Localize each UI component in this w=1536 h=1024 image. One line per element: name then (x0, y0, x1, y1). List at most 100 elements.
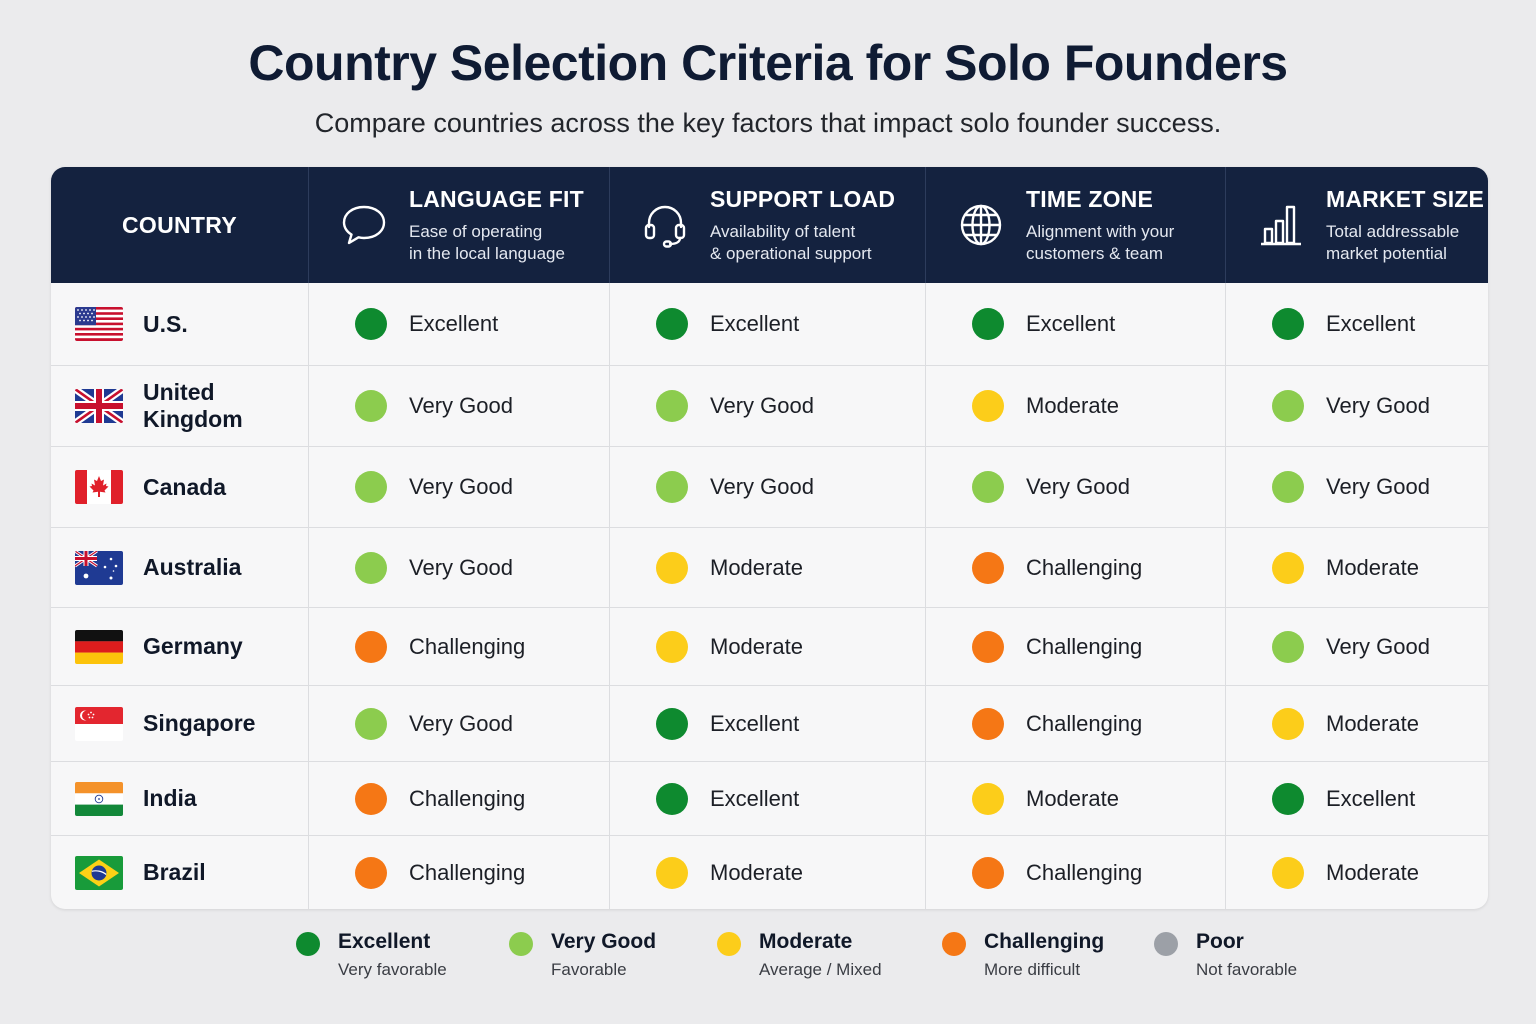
column-header-time-zone: TIME ZONE Alignment with your customers … (926, 167, 1226, 283)
legend-dot (942, 932, 966, 956)
rating-label: Moderate (1026, 393, 1119, 418)
rating-cell: Challenging (926, 686, 1226, 761)
canada-flag-icon (75, 470, 123, 504)
rating-dot-excellent (656, 308, 688, 340)
rating-dot-excellent (355, 308, 387, 340)
brazil-flag-icon (75, 855, 123, 890)
legend-dot (1154, 932, 1178, 956)
country-cell: Canada (51, 447, 309, 527)
rating-dot-excellent (1272, 782, 1304, 815)
table-row: United Kingdom Very Good Very Good Moderate… (51, 365, 1488, 446)
us-flag-icon (75, 307, 123, 341)
rating-dot-challenging (355, 630, 387, 663)
rating-cell: Very Good (309, 447, 610, 527)
column-description: Availability of talent (710, 221, 856, 241)
column-title: MARKET SIZE (1326, 185, 1485, 212)
rating-dot-challenging (355, 782, 387, 815)
globe-icon (956, 200, 1006, 250)
australia-flag-icon (75, 550, 123, 585)
legend-label: Poor (1196, 930, 1244, 953)
rating-dot-moderate (656, 551, 688, 584)
legend-description: Very favorable (338, 960, 447, 979)
rating-cell: Very Good (1226, 447, 1488, 527)
country-name: India (143, 785, 197, 811)
singapore-flag-icon (75, 706, 123, 741)
column-title: TIME ZONE (1026, 185, 1154, 212)
table-row: Brazil Challenging Moderate Challenging Mode… (51, 835, 1488, 909)
headset-icon (640, 200, 690, 250)
legend-dot (509, 932, 533, 956)
rating-label: Very Good (1326, 393, 1430, 418)
rating-cell: Excellent (610, 686, 926, 761)
rating-dot-excellent (1272, 308, 1304, 340)
rating-cell: Very Good (610, 447, 926, 527)
rating-label: Very Good (1026, 474, 1130, 499)
rating-label: Moderate (710, 859, 803, 885)
country-cell: Singapore (51, 686, 309, 761)
column-title: SUPPORT LOAD (710, 185, 896, 212)
rating-dot-very-good (355, 707, 387, 740)
rating-cell: Very Good (1226, 366, 1488, 446)
column-header-country-label: COUNTRY (122, 211, 237, 238)
rating-label: Challenging (1026, 633, 1143, 659)
country-cell: Australia (51, 528, 309, 607)
rating-dot-very-good (1272, 390, 1304, 422)
rating-dot-moderate (656, 630, 688, 663)
rating-dot-very-good (355, 471, 387, 503)
legend-item-moderate: Moderate Average / Mixed (717, 930, 882, 980)
rating-label: Moderate (710, 554, 803, 580)
rating-label: Moderate (1026, 785, 1119, 811)
rating-dot-moderate (972, 782, 1004, 815)
rating-dot-moderate (656, 856, 688, 889)
comparison-table: COUNTRY LANGUAGE FIT Ease of operating i… (51, 167, 1488, 909)
country-cell: Germany (51, 608, 309, 685)
rating-cell: Very Good (610, 366, 926, 446)
rating-cell: Challenging (926, 836, 1226, 909)
legend-description: Not favorable (1196, 960, 1298, 979)
rating-label: Excellent (710, 311, 800, 336)
rating-cell: Challenging (926, 528, 1226, 607)
rating-cell: Very Good (309, 686, 610, 761)
rating-dot-very-good (355, 390, 387, 422)
country-cell: United Kingdom (51, 366, 309, 446)
rating-dot-very-good (1272, 471, 1304, 503)
speech-bubble-icon (339, 200, 389, 250)
page-title: Country Selection Criteria for Solo Foun… (248, 35, 1288, 91)
table-row: Canada Very Good Very Good Very Good Very Go… (51, 446, 1488, 527)
rating-cell: Very Good (309, 528, 610, 607)
rating-label: Challenging (409, 785, 526, 811)
column-header-language-fit: LANGUAGE FIT Ease of operating in the lo… (309, 167, 610, 283)
rating-dot-very-good (972, 471, 1004, 503)
rating-cell: Excellent (309, 283, 610, 365)
rating-cell: Challenging (309, 762, 610, 835)
country-name: Singapore (143, 710, 256, 736)
rating-cell: Challenging (309, 608, 610, 685)
country-cell: India (51, 762, 309, 835)
rating-label: Challenging (409, 859, 526, 885)
column-header-support-load: SUPPORT LOAD Availability of talent & op… (610, 167, 926, 283)
legend-item-excellent: Excellent Very favorable (296, 930, 447, 980)
rating-cell: Moderate (1226, 836, 1488, 909)
legend-description: More difficult (984, 960, 1081, 979)
country-name: Brazil (143, 859, 206, 885)
rating-cell: Moderate (1226, 686, 1488, 761)
rating-label: Excellent (710, 785, 800, 811)
legend: Excellent Very favorable Very Good Favorabl… (0, 930, 1536, 990)
table-row: Singapore Very Good Excellent Challenging Mo… (51, 685, 1488, 761)
rating-label: Excellent (409, 311, 499, 336)
rating-label: Very Good (1326, 633, 1430, 659)
rating-dot-moderate (1272, 707, 1304, 740)
country-name: U.S. (143, 310, 188, 337)
rating-label: Challenging (1026, 859, 1143, 885)
column-description: market potential (1326, 243, 1447, 263)
legend-description: Favorable (551, 960, 627, 979)
column-description: Alignment with your (1026, 221, 1175, 241)
rating-cell: Moderate (926, 762, 1226, 835)
rating-label: Very Good (710, 393, 814, 418)
rating-dot-challenging (355, 856, 387, 889)
page-subtitle: Compare countries across the key factors… (314, 108, 1222, 138)
country-cell: U.S. (51, 283, 309, 365)
column-description: & operational support (710, 243, 872, 263)
rating-dot-challenging (972, 630, 1004, 663)
rating-label: Excellent (1026, 311, 1116, 336)
